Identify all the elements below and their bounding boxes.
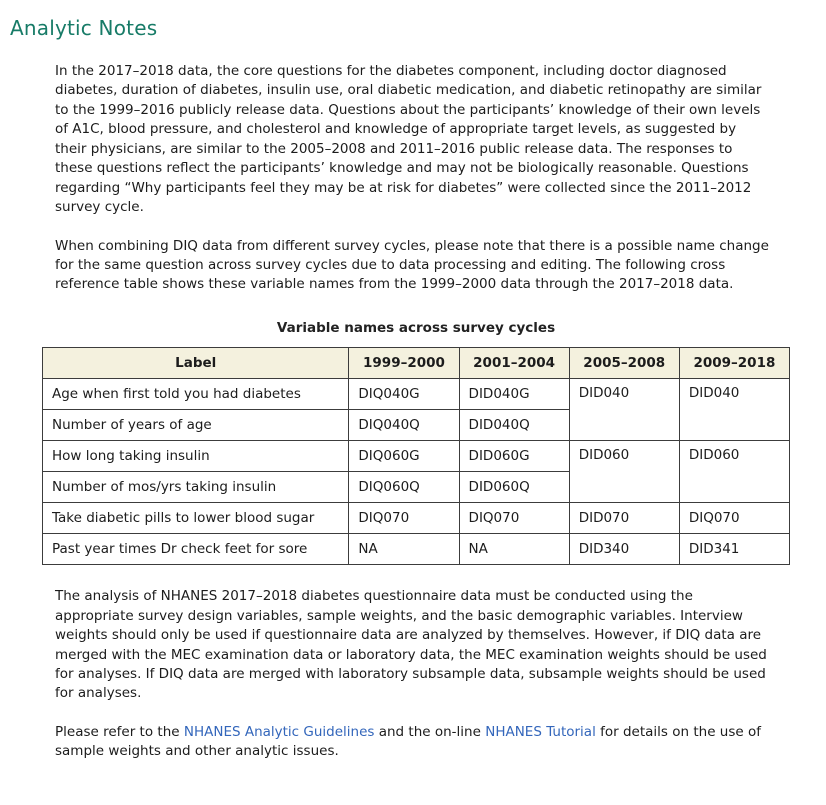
cell-1999: DIQ040Q (348, 409, 460, 442)
table-row: Take diabetic pills to lower blood sugar… (41, 502, 791, 535)
cell-label: Past year times Dr check feet for sore (41, 533, 350, 566)
cell-2001: DIQ070 (458, 502, 570, 535)
analytic-guidelines-link[interactable]: NHANES Analytic Guidelines (183, 723, 375, 740)
cell-2009: DIQ070 (678, 502, 791, 535)
cell-2001: DID060Q (458, 471, 570, 504)
col-header-2005-2008: 2005–2008 (568, 347, 680, 380)
table-caption: Variable names across survey cycles (276, 319, 556, 336)
cell-2005: DID340 (568, 533, 680, 566)
refer-text-mid: and the on-line (374, 723, 486, 740)
paragraph-analysis: The analysis of NHANES 2017–2018 diabete… (55, 588, 767, 702)
refer-text-post: for details on the use of sample weights… (55, 723, 761, 760)
nhanes-tutorial-link[interactable]: NHANES Tutorial (485, 723, 596, 740)
cell-2005: DID060 (568, 440, 680, 504)
cell-label: How long taking insulin (41, 440, 350, 473)
col-header-2001-2004: 2001–2004 (458, 347, 570, 380)
variable-names-section: Variable names across survey cycles Labe… (41, 319, 791, 566)
page-title: Analytic Notes (10, 16, 158, 40)
content-area: In the 2017–2018 data, the core question… (41, 62, 791, 762)
cell-2005: DID070 (568, 502, 680, 535)
cell-2001: NA (458, 533, 570, 566)
cell-2005: DID040 (568, 378, 680, 442)
cell-label: Number of years of age (41, 409, 350, 442)
col-header-1999-2000: 1999–2000 (348, 347, 460, 380)
cell-1999: DIQ070 (348, 502, 460, 535)
cell-label: Age when first told you had diabetes (41, 378, 350, 411)
paragraph-intro: In the 2017–2018 data, the core question… (55, 63, 762, 216)
cell-1999: DIQ060G (348, 440, 460, 473)
cell-label: Number of mos/yrs taking insulin (41, 471, 350, 504)
cell-label: Take diabetic pills to lower blood sugar (41, 502, 350, 535)
refer-text-pre: Please refer to the (55, 723, 184, 740)
table-row: Number of mos/yrs taking insulin DIQ060Q… (41, 471, 790, 504)
cell-1999: NA (348, 533, 460, 566)
table-row: How long taking insulin DIQ060G DID060G … (41, 440, 791, 504)
cell-2009: DID060 (678, 440, 791, 504)
cell-2009: DID341 (678, 533, 791, 566)
cell-1999: DIQ040G (348, 378, 460, 411)
paragraph-refer: Please refer to the NHANES Analytic Guid… (55, 723, 771, 762)
table-row: Past year times Dr check feet for sore N… (41, 533, 791, 566)
cell-2001: DID060G (458, 440, 570, 473)
variable-names-table: Label 1999–2000 2001–2004 2005–2008 2009… (41, 347, 791, 566)
cell-1999: DIQ060Q (348, 471, 460, 504)
col-header-label: Label (41, 347, 350, 380)
cell-2001: DID040G (458, 378, 570, 411)
table-row: Age when first told you had diabetes DIQ… (41, 378, 791, 442)
cell-2001: DID040Q (458, 409, 570, 442)
cell-2009: DID040 (678, 378, 791, 442)
col-header-2009-2018: 2009–2018 (678, 347, 791, 380)
table-row: Number of years of age DIQ040Q DID040Q (41, 409, 790, 442)
table-header-row: Label 1999–2000 2001–2004 2005–2008 2009… (41, 347, 791, 380)
paragraph-combining: When combining DIQ data from different s… (55, 237, 769, 293)
